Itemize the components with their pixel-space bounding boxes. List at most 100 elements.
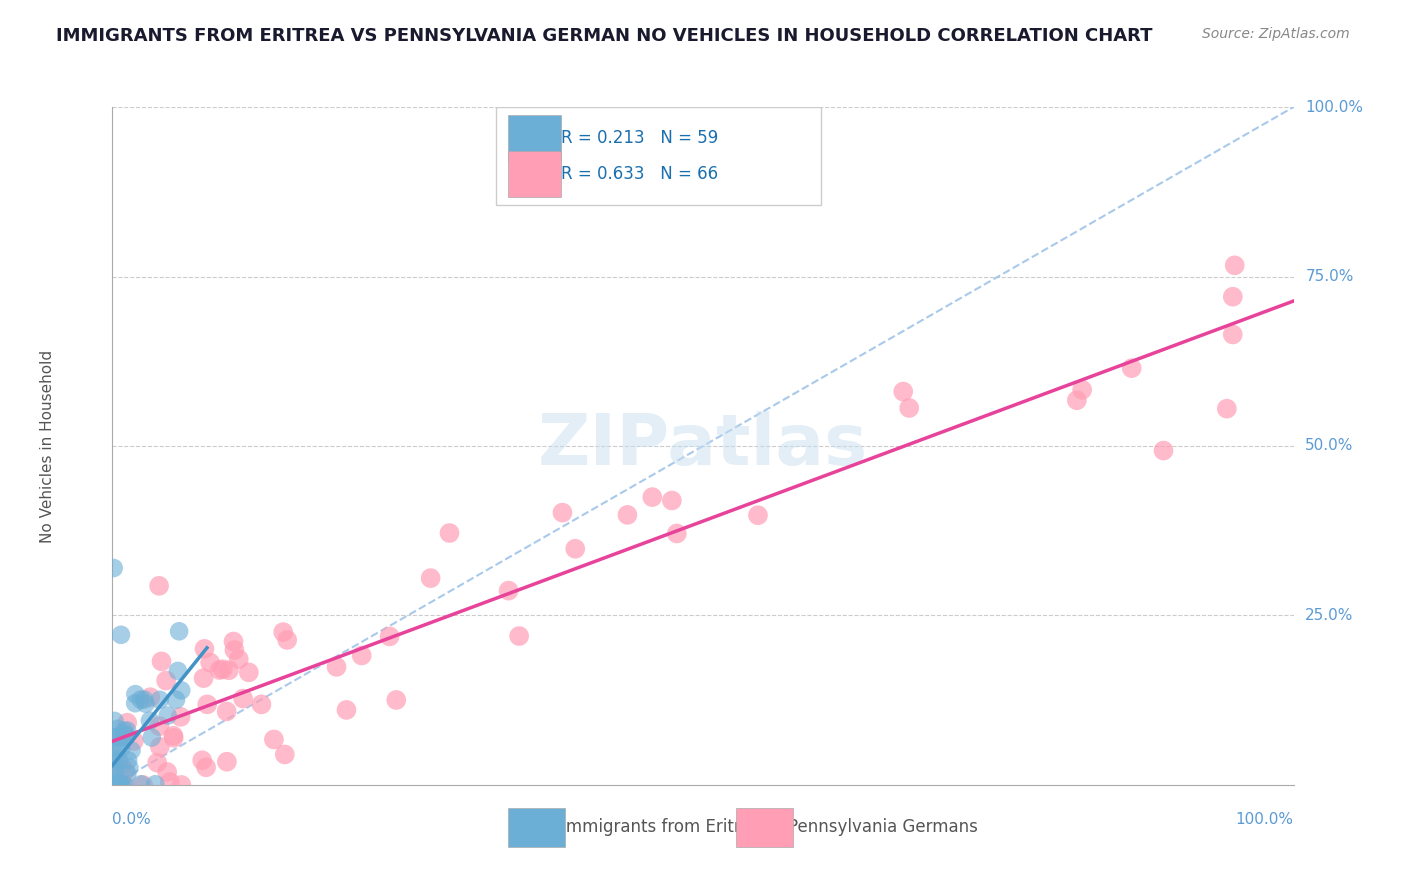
Point — [121, 743, 143, 757]
Text: ZIPatlas: ZIPatlas — [538, 411, 868, 481]
FancyBboxPatch shape — [508, 808, 565, 847]
Point — [124, 687, 146, 701]
Point — [101, 777, 124, 791]
Point — [1216, 401, 1239, 416]
Point — [114, 727, 136, 741]
Point — [141, 731, 163, 745]
Point — [108, 777, 131, 791]
Point — [1222, 290, 1244, 304]
Point — [1222, 327, 1244, 342]
Point — [105, 774, 128, 789]
Point — [108, 777, 131, 791]
Point — [439, 526, 461, 541]
Point — [198, 656, 221, 670]
Point — [104, 763, 127, 777]
Point — [169, 710, 191, 724]
Point — [193, 641, 215, 656]
FancyBboxPatch shape — [508, 115, 561, 161]
Point — [224, 643, 246, 657]
Point — [115, 729, 138, 743]
Point — [132, 778, 155, 792]
Point — [191, 753, 214, 767]
Point — [104, 777, 127, 791]
Point — [271, 625, 294, 640]
FancyBboxPatch shape — [737, 808, 793, 847]
Text: Pennsylvania Germans: Pennsylvania Germans — [787, 818, 979, 836]
Point — [103, 777, 125, 791]
Point — [146, 756, 169, 770]
Point — [112, 724, 135, 739]
Text: 100.0%: 100.0% — [1305, 100, 1364, 114]
Point — [110, 759, 132, 773]
Point — [107, 739, 129, 754]
Point — [250, 698, 273, 712]
Point — [498, 583, 520, 598]
Point — [101, 777, 124, 791]
Point — [129, 692, 152, 706]
Point — [551, 506, 574, 520]
Text: R = 0.633   N = 66: R = 0.633 N = 66 — [561, 165, 718, 183]
Point — [162, 729, 184, 743]
Point — [747, 508, 769, 523]
Text: 75.0%: 75.0% — [1305, 269, 1354, 284]
Point — [378, 629, 401, 643]
Point — [148, 579, 170, 593]
Point — [103, 777, 125, 791]
Point — [508, 629, 530, 643]
Point — [149, 693, 172, 707]
Point — [110, 777, 132, 791]
Point — [135, 697, 157, 711]
Point — [564, 541, 586, 556]
Point — [665, 526, 688, 541]
Point — [101, 777, 124, 791]
Point — [103, 777, 125, 791]
Text: 0.0%: 0.0% — [112, 812, 152, 827]
Point — [170, 778, 193, 792]
Point — [238, 665, 260, 680]
Point — [228, 652, 250, 666]
Point — [208, 663, 231, 677]
Point — [103, 777, 125, 791]
Point — [110, 628, 132, 642]
Point — [134, 692, 156, 706]
Point — [274, 747, 297, 762]
Point — [159, 775, 181, 789]
Point — [118, 761, 141, 775]
Point — [193, 671, 215, 685]
Point — [110, 731, 132, 745]
Point — [661, 493, 683, 508]
Point — [143, 777, 166, 791]
Text: R = 0.213   N = 59: R = 0.213 N = 59 — [561, 128, 718, 146]
Point — [215, 705, 238, 719]
Point — [115, 715, 138, 730]
Point — [1223, 258, 1246, 272]
Text: Source: ZipAtlas.com: Source: ZipAtlas.com — [1202, 27, 1350, 41]
Point — [117, 753, 139, 767]
Point — [350, 648, 373, 663]
Text: No Vehicles in Household: No Vehicles in Household — [39, 350, 55, 542]
Point — [103, 777, 125, 791]
Point — [163, 731, 186, 745]
Point — [110, 741, 132, 756]
Point — [335, 703, 357, 717]
Text: Immigrants from Eritrea: Immigrants from Eritrea — [561, 818, 761, 836]
FancyBboxPatch shape — [496, 107, 821, 205]
Point — [1121, 361, 1143, 376]
Point — [150, 654, 173, 668]
Point — [195, 760, 218, 774]
Point — [898, 401, 921, 415]
Point — [107, 722, 129, 736]
Point — [103, 561, 125, 575]
Point — [385, 693, 408, 707]
Text: IMMIGRANTS FROM ERITREA VS PENNSYLVANIA GERMAN NO VEHICLES IN HOUSEHOLD CORRELAT: IMMIGRANTS FROM ERITREA VS PENNSYLVANIA … — [56, 27, 1153, 45]
Point — [110, 777, 132, 791]
Point — [108, 777, 131, 791]
Point — [232, 691, 254, 706]
Point — [115, 723, 138, 738]
Point — [419, 571, 441, 585]
Point — [148, 719, 170, 733]
Point — [616, 508, 638, 522]
Point — [104, 777, 127, 791]
Point — [891, 384, 914, 399]
Point — [114, 764, 136, 778]
